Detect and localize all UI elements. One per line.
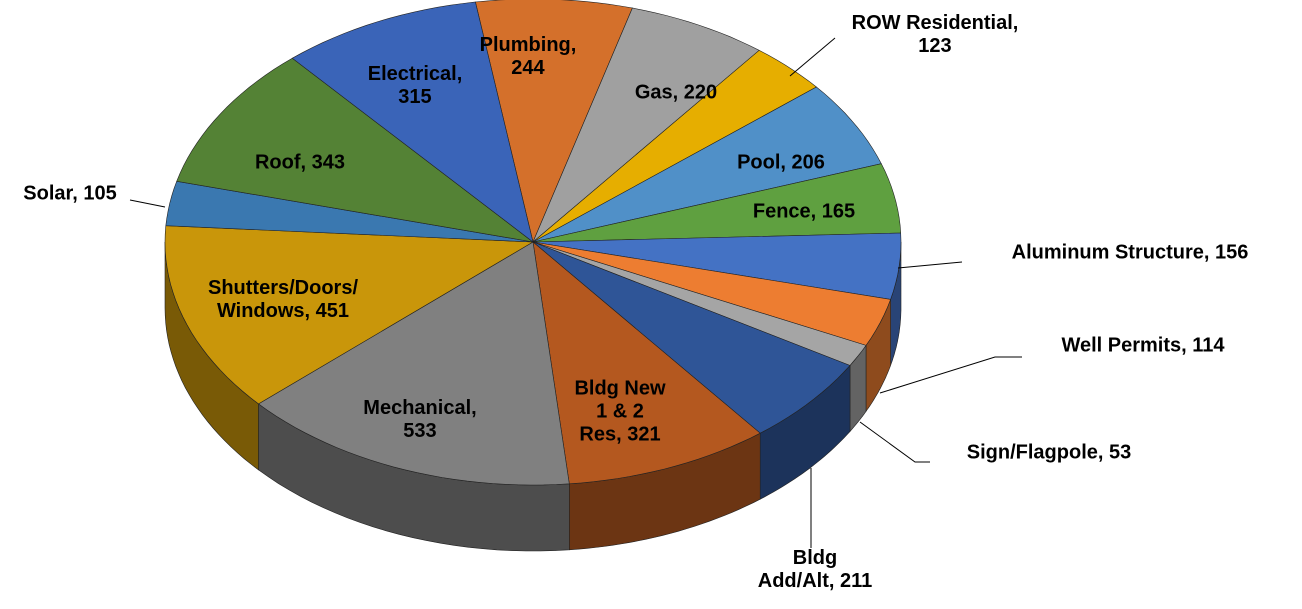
- leader-line: [897, 261, 963, 269]
- sides: [164, 241, 902, 552]
- slice: [532, 86, 882, 243]
- tops: [164, 0, 902, 486]
- slice: [532, 232, 902, 300]
- data-label: Mechanical, 533: [363, 397, 477, 442]
- slice: [165, 180, 534, 243]
- slice: [532, 241, 761, 485]
- data-label: Solar, 105: [23, 182, 117, 205]
- leader-line: [789, 37, 836, 77]
- data-label: Gas, 220: [634, 81, 718, 104]
- data-label: ROW Residential, 123: [851, 12, 1019, 57]
- data-label: Plumbing, 244: [479, 34, 577, 79]
- slice: [532, 241, 851, 434]
- slice: [532, 7, 760, 243]
- data-label: Pool, 206: [737, 151, 825, 174]
- data-label: Shutters/Doors/ Windows, 451: [207, 277, 359, 322]
- slice: [532, 49, 817, 243]
- leader-line: [879, 356, 1022, 394]
- data-label: Fence, 165: [752, 200, 856, 223]
- slice: [257, 241, 570, 486]
- leader-line: [859, 421, 930, 463]
- data-label: Roof, 343: [254, 151, 346, 174]
- data-label: Bldg New 1 & 2 Res, 321: [574, 377, 666, 446]
- slice: [475, 0, 633, 243]
- data-label: Well Permits, 114: [1061, 334, 1225, 357]
- data-label: Bldg Add/Alt, 211: [757, 547, 873, 592]
- data-label: Sign/Flagpole, 53: [966, 441, 1132, 464]
- data-label: Aluminum Structure, 156: [1011, 241, 1249, 264]
- slice: [532, 241, 892, 346]
- slice: [291, 1, 534, 243]
- slice: [164, 225, 535, 405]
- slice: [176, 57, 534, 243]
- leader-line: [129, 199, 166, 208]
- data-label: Electrical, 315: [367, 63, 463, 108]
- slice: [532, 163, 902, 243]
